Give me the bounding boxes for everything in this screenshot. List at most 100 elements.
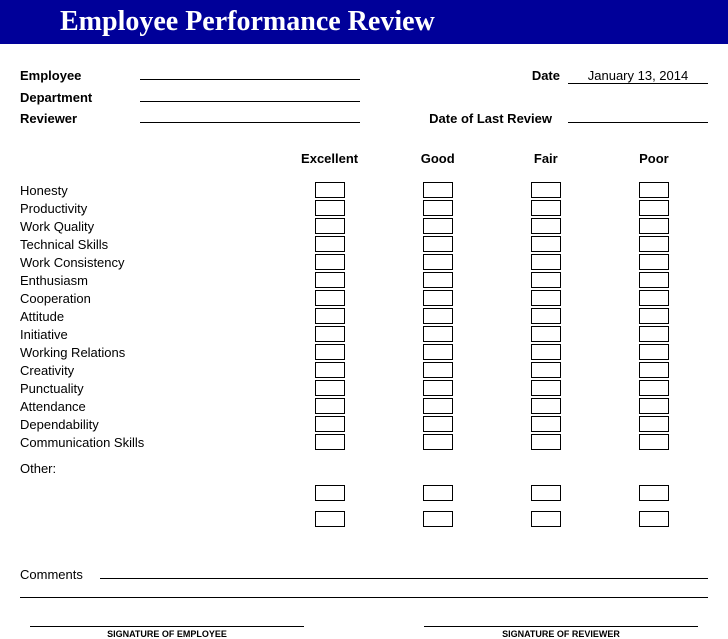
rating-checkbox[interactable] xyxy=(423,290,453,306)
rating-checkbox[interactable] xyxy=(531,308,561,324)
rating-checkbox[interactable] xyxy=(531,398,561,414)
rating-checkbox[interactable] xyxy=(531,511,561,527)
rating-checkbox[interactable] xyxy=(531,200,561,216)
rating-cell xyxy=(384,272,492,288)
rating-checkbox[interactable] xyxy=(531,416,561,432)
rating-checkbox[interactable] xyxy=(423,326,453,342)
comments-section: Comments xyxy=(0,563,728,598)
rating-cell xyxy=(492,485,600,501)
rating-checkbox[interactable] xyxy=(531,485,561,501)
rating-cell xyxy=(600,200,708,216)
rating-cell xyxy=(492,218,600,234)
rating-checkbox[interactable] xyxy=(639,434,669,450)
rating-checkbox[interactable] xyxy=(639,254,669,270)
rating-checkbox[interactable] xyxy=(315,272,345,288)
rating-checkbox[interactable] xyxy=(639,362,669,378)
rating-checkbox[interactable] xyxy=(423,308,453,324)
rating-checkbox[interactable] xyxy=(639,344,669,360)
rating-checkbox[interactable] xyxy=(315,362,345,378)
rating-checkbox[interactable] xyxy=(531,380,561,396)
last-review-field[interactable] xyxy=(568,107,708,123)
criteria-label: Technical Skills xyxy=(20,237,276,252)
comments-line[interactable] xyxy=(20,582,708,598)
rating-checkbox[interactable] xyxy=(423,182,453,198)
rating-checkbox[interactable] xyxy=(531,344,561,360)
rating-checkbox[interactable] xyxy=(423,218,453,234)
rating-checkbox[interactable] xyxy=(423,398,453,414)
rating-checkbox[interactable] xyxy=(531,434,561,450)
rating-checkbox[interactable] xyxy=(639,511,669,527)
rating-checkbox[interactable] xyxy=(315,308,345,324)
rating-checkbox[interactable] xyxy=(315,218,345,234)
rating-cell xyxy=(276,272,384,288)
rating-checkbox[interactable] xyxy=(531,218,561,234)
rating-checkbox[interactable] xyxy=(531,272,561,288)
criteria-label: Initiative xyxy=(20,327,276,342)
rating-cell xyxy=(276,434,384,450)
criteria-label: Creativity xyxy=(20,363,276,378)
rating-checkbox[interactable] xyxy=(639,218,669,234)
rating-checkbox[interactable] xyxy=(423,344,453,360)
rating-cell xyxy=(384,398,492,414)
rating-checkbox[interactable] xyxy=(423,380,453,396)
rating-checkbox[interactable] xyxy=(423,434,453,450)
reviewer-field[interactable] xyxy=(140,107,360,123)
rating-checkbox[interactable] xyxy=(315,416,345,432)
rating-checkbox[interactable] xyxy=(315,434,345,450)
rating-checkbox[interactable] xyxy=(423,485,453,501)
rating-checkbox[interactable] xyxy=(423,416,453,432)
rating-checkbox[interactable] xyxy=(315,290,345,306)
rating-checkbox[interactable] xyxy=(315,398,345,414)
rating-checkbox[interactable] xyxy=(423,236,453,252)
rating-checkbox[interactable] xyxy=(315,200,345,216)
other-row xyxy=(20,510,708,528)
rating-checkbox[interactable] xyxy=(423,362,453,378)
rating-cell xyxy=(276,182,384,198)
rating-checkbox[interactable] xyxy=(639,485,669,501)
rating-checkbox[interactable] xyxy=(315,380,345,396)
rating-checkbox[interactable] xyxy=(315,254,345,270)
rating-checkbox[interactable] xyxy=(423,200,453,216)
rating-checkbox[interactable] xyxy=(639,182,669,198)
rating-checkbox[interactable] xyxy=(423,254,453,270)
rating-checkbox[interactable] xyxy=(639,272,669,288)
rating-cell xyxy=(384,218,492,234)
rating-checkbox[interactable] xyxy=(423,511,453,527)
rating-checkbox[interactable] xyxy=(531,182,561,198)
rating-checkbox[interactable] xyxy=(531,254,561,270)
rating-checkbox[interactable] xyxy=(315,344,345,360)
rating-checkbox[interactable] xyxy=(639,416,669,432)
rating-checkbox[interactable] xyxy=(639,326,669,342)
department-field[interactable] xyxy=(140,86,360,102)
rating-cell xyxy=(384,434,492,450)
rating-checkbox[interactable] xyxy=(639,236,669,252)
rating-checkbox[interactable] xyxy=(315,182,345,198)
rating-checkbox[interactable] xyxy=(423,272,453,288)
rating-checkbox[interactable] xyxy=(639,200,669,216)
criteria-label: Work Consistency xyxy=(20,255,276,270)
rating-checkbox[interactable] xyxy=(315,326,345,342)
rating-checkbox[interactable] xyxy=(531,326,561,342)
rating-cell xyxy=(276,511,384,527)
rating-checkbox[interactable] xyxy=(531,236,561,252)
criteria-label: Honesty xyxy=(20,183,276,198)
rating-checkbox[interactable] xyxy=(531,362,561,378)
employee-field[interactable] xyxy=(140,64,360,80)
rating-checkbox[interactable] xyxy=(315,236,345,252)
form-section: Employee Date January 13, 2014 Departmen… xyxy=(0,64,728,126)
rating-cell xyxy=(276,326,384,342)
comments-line[interactable] xyxy=(100,563,708,579)
rating-checkbox[interactable] xyxy=(639,398,669,414)
rating-checkbox[interactable] xyxy=(639,308,669,324)
rating-checkbox[interactable] xyxy=(315,511,345,527)
rating-checkbox[interactable] xyxy=(639,380,669,396)
rating-cell xyxy=(276,308,384,324)
criteria-row: Punctuality xyxy=(20,379,708,397)
rating-checkbox[interactable] xyxy=(315,485,345,501)
criteria-label: Cooperation xyxy=(20,291,276,306)
rating-checkbox[interactable] xyxy=(531,290,561,306)
date-field[interactable]: January 13, 2014 xyxy=(568,68,708,84)
rating-cell xyxy=(492,254,600,270)
reviewer-label: Reviewer xyxy=(20,111,140,126)
rating-checkbox[interactable] xyxy=(639,290,669,306)
